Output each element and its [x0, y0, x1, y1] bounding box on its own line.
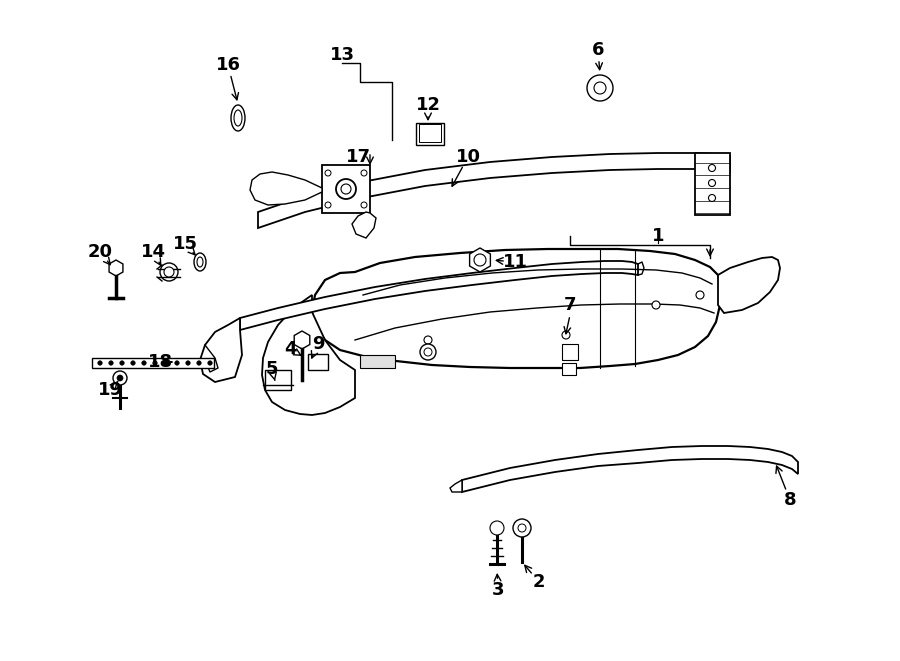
- Ellipse shape: [231, 105, 245, 131]
- Circle shape: [185, 361, 190, 365]
- Polygon shape: [262, 295, 355, 415]
- Bar: [562, 363, 576, 375]
- Polygon shape: [200, 318, 242, 382]
- Text: 7: 7: [563, 296, 576, 314]
- Circle shape: [164, 267, 174, 277]
- Circle shape: [562, 331, 570, 339]
- Text: 4: 4: [284, 340, 296, 358]
- Text: 6: 6: [592, 41, 604, 59]
- Polygon shape: [450, 480, 462, 492]
- Bar: [562, 344, 578, 360]
- Circle shape: [696, 291, 704, 299]
- Circle shape: [117, 375, 123, 381]
- Circle shape: [109, 361, 113, 365]
- Bar: [308, 354, 328, 370]
- Text: 9: 9: [311, 335, 324, 353]
- Text: 18: 18: [148, 353, 173, 371]
- Polygon shape: [258, 153, 730, 228]
- Polygon shape: [695, 153, 730, 215]
- Circle shape: [513, 519, 531, 537]
- Text: 8: 8: [784, 491, 796, 509]
- Circle shape: [361, 170, 367, 176]
- Text: 13: 13: [329, 46, 355, 64]
- Circle shape: [587, 75, 613, 101]
- Circle shape: [113, 371, 127, 385]
- Circle shape: [120, 361, 124, 365]
- Circle shape: [197, 361, 202, 365]
- Circle shape: [424, 348, 432, 356]
- Circle shape: [160, 263, 178, 281]
- Polygon shape: [240, 261, 638, 330]
- Circle shape: [594, 82, 606, 94]
- Circle shape: [708, 194, 716, 202]
- Text: 16: 16: [215, 56, 240, 74]
- Text: 5: 5: [266, 360, 278, 378]
- Bar: [419, 124, 441, 142]
- Text: 2: 2: [533, 573, 545, 591]
- Text: 15: 15: [173, 235, 197, 253]
- Circle shape: [130, 361, 135, 365]
- Text: 20: 20: [87, 243, 112, 261]
- Circle shape: [652, 301, 660, 309]
- Circle shape: [708, 180, 716, 186]
- Bar: [322, 165, 370, 213]
- Circle shape: [98, 361, 103, 365]
- Polygon shape: [250, 172, 322, 205]
- Circle shape: [164, 361, 168, 365]
- Circle shape: [424, 336, 432, 344]
- Polygon shape: [352, 212, 376, 238]
- Polygon shape: [360, 355, 395, 368]
- Text: 12: 12: [416, 96, 440, 114]
- Text: 17: 17: [346, 148, 371, 166]
- Circle shape: [420, 344, 436, 360]
- Text: 3: 3: [491, 581, 504, 599]
- Text: 14: 14: [140, 243, 166, 261]
- Circle shape: [361, 202, 367, 208]
- Circle shape: [153, 361, 157, 365]
- Text: 1: 1: [652, 227, 664, 245]
- Bar: [92, 358, 214, 368]
- Ellipse shape: [234, 110, 242, 126]
- Bar: [416, 123, 444, 145]
- Text: 10: 10: [455, 148, 481, 166]
- Polygon shape: [462, 446, 798, 492]
- Ellipse shape: [197, 257, 203, 267]
- Text: 19: 19: [97, 381, 122, 399]
- Bar: [265, 370, 291, 390]
- Circle shape: [518, 524, 526, 532]
- Circle shape: [341, 184, 351, 194]
- Circle shape: [474, 254, 486, 266]
- Circle shape: [490, 521, 504, 535]
- Circle shape: [325, 202, 331, 208]
- Polygon shape: [718, 257, 780, 313]
- Circle shape: [325, 170, 331, 176]
- Circle shape: [208, 361, 212, 365]
- Ellipse shape: [194, 253, 206, 271]
- Circle shape: [336, 179, 356, 199]
- Polygon shape: [312, 249, 720, 368]
- Circle shape: [142, 361, 146, 365]
- Circle shape: [175, 361, 179, 365]
- Text: 11: 11: [502, 253, 527, 271]
- Circle shape: [708, 165, 716, 171]
